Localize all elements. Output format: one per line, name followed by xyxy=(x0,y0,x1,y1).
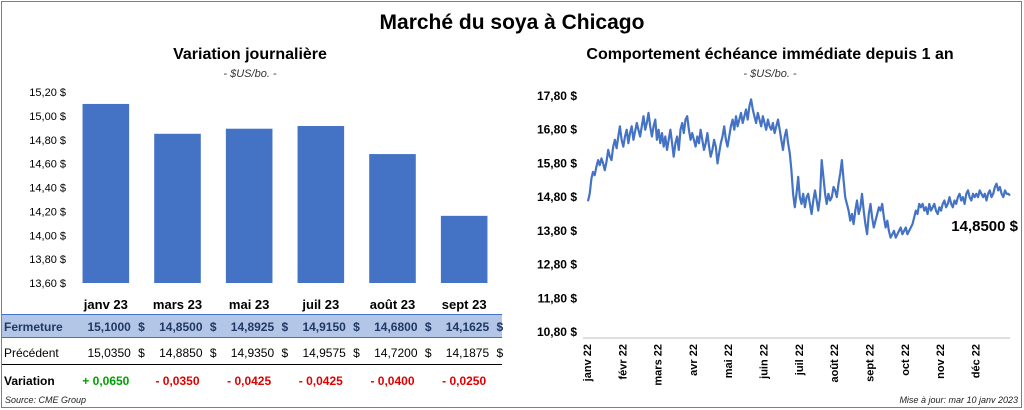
line-xtick-label: août 22 xyxy=(829,344,841,383)
line-xtick-label: nov 22 xyxy=(935,344,947,379)
bar-ytick-label: 14,20 $ xyxy=(29,206,66,218)
line-chart-subtitle: - $US/bo. - xyxy=(743,68,797,80)
source-note: Source: CME Group xyxy=(5,395,87,405)
table-cell-currency: $ xyxy=(496,320,504,334)
line-xtick-label: sept 22 xyxy=(864,344,876,382)
line-xtick-label: déc 22 xyxy=(970,344,982,378)
table-cell-value: 14,1875 xyxy=(445,346,490,360)
bar-chart-subtitle: - $US/bo. - xyxy=(223,68,277,80)
variation-value: - 0,0350 xyxy=(155,374,200,388)
table-cell-value: 15,1000 xyxy=(87,320,131,334)
row-label-variation: Variation xyxy=(4,374,55,388)
line-xtick-label: juil 22 xyxy=(794,344,806,376)
line-ytick-label: 13,80 $ xyxy=(537,224,577,238)
bar-xtick-label: août 23 xyxy=(370,297,416,312)
bar-ytick-label: 14,40 $ xyxy=(29,183,66,195)
table-cell-value: 14,8500 xyxy=(159,320,203,334)
bar-ytick-label: 15,00 $ xyxy=(29,111,66,123)
bar xyxy=(297,126,345,283)
bar-ytick-label: 15,20 $ xyxy=(29,87,66,99)
table-cell-currency: $ xyxy=(424,346,432,360)
variation-value: - 0,0425 xyxy=(298,374,343,388)
table-cell-currency: $ xyxy=(353,346,360,360)
table-cell-value: 14,8850 xyxy=(159,346,203,360)
bar-ytick-label: 14,80 $ xyxy=(29,135,66,147)
price-line xyxy=(586,98,1011,239)
main-title: Marché du soya à Chicago xyxy=(379,11,645,34)
bar-xtick-label: mai 23 xyxy=(229,297,269,312)
bar xyxy=(369,154,416,283)
update-note: Mise à jour: mar 10 janv 2023 xyxy=(899,395,1018,405)
line-xtick-label: juin 22 xyxy=(759,344,771,380)
last-value-label: 14,8500 $ xyxy=(951,218,1018,235)
bar-chart: 13,60 $ 13,80 $ 14,00 $ 14,20 $ 14,40 $ 14,60… xyxy=(29,87,488,312)
variation-value: - 0,0250 xyxy=(442,374,487,388)
line-ytick-label: 17,80 $ xyxy=(537,89,577,103)
table-cell-currency: $ xyxy=(281,346,289,360)
line-ytick-label: 16,80 $ xyxy=(537,123,577,137)
table-row-fermeture: Fermeture 15,1000 $14,8500 $14,8925 $14,915… xyxy=(2,314,504,338)
line-xtick-label: mai 22 xyxy=(723,344,735,378)
bar-chart-title: Variation journalière xyxy=(173,46,327,63)
line-xtick-label: avr 22 xyxy=(688,344,700,376)
variation-value: + 0,0650 xyxy=(82,374,130,388)
table-cell-value: 14,7200 xyxy=(374,346,418,360)
table-row-variation: Variation + 0,0650 - 0,0350 - 0,0425 - 0,04… xyxy=(2,369,502,393)
line-ytick-label: 15,80 $ xyxy=(537,156,577,170)
bar xyxy=(154,133,201,283)
bar-ytick-label: 13,80 $ xyxy=(29,254,66,266)
line-chart-title: Comportement échéance immédiate depuis 1… xyxy=(586,46,954,63)
row-label-fermeture: Fermeture xyxy=(4,320,63,334)
table-cell-value: 14,6800 xyxy=(374,320,418,334)
table-cell-currency: $ xyxy=(209,320,217,334)
table-cell-currency: $ xyxy=(496,346,504,360)
table-cell-currency: $ xyxy=(424,320,432,334)
line-xtick-label: févr 22 xyxy=(617,344,629,379)
variation-value: - 0,0400 xyxy=(370,374,415,388)
table-cell-value: 14,9150 xyxy=(302,320,346,334)
table-cell-currency: $ xyxy=(138,346,145,360)
table-cell-value: 14,1625 xyxy=(445,320,490,334)
line-xtick-label: janv 22 xyxy=(582,344,594,382)
line-xtick-label: mars 22 xyxy=(653,344,665,386)
line-chart: 10,80 $ 11,80 $ 12,80 $ 13,80 $ 14,80 $ 15,80… xyxy=(537,89,1019,386)
bar-xtick-label: mars 23 xyxy=(153,297,202,312)
bar-ytick-label: 13,60 $ xyxy=(29,278,66,290)
line-ytick-label: 14,80 $ xyxy=(537,190,577,204)
table-row-precedent: Précédent 15,0350 $14,8850 $14,9350 $14,957… xyxy=(2,341,504,365)
table-cell-value: 14,8925 xyxy=(230,320,275,334)
bar xyxy=(440,215,488,283)
table-cell-currency: $ xyxy=(281,320,289,334)
bar xyxy=(225,128,273,283)
line-xtick-label: oct 22 xyxy=(900,344,912,376)
table-cell-value: 14,9575 xyxy=(302,346,346,360)
table-cell-value: 14,9350 xyxy=(230,346,275,360)
bar xyxy=(82,103,130,283)
line-ytick-label: 12,80 $ xyxy=(537,258,577,272)
bar-xtick-label: janv 23 xyxy=(83,297,128,312)
table-cell-currency: $ xyxy=(209,346,217,360)
row-label-precedent: Précédent xyxy=(4,346,59,360)
bar-ytick-label: 14,00 $ xyxy=(29,230,66,242)
line-ytick-label: 11,80 $ xyxy=(538,291,578,305)
bar-xtick-label: juil 23 xyxy=(301,297,339,312)
bar-ytick-label: 14,60 $ xyxy=(29,159,66,171)
variation-value: - 0,0425 xyxy=(227,374,272,388)
bar-xtick-label: sept 23 xyxy=(442,297,487,312)
table-cell-currency: $ xyxy=(353,320,360,334)
line-ytick-label: 10,80 $ xyxy=(537,325,577,339)
table-cell-value: 15,0350 xyxy=(87,346,131,360)
table-cell-currency: $ xyxy=(138,320,145,334)
